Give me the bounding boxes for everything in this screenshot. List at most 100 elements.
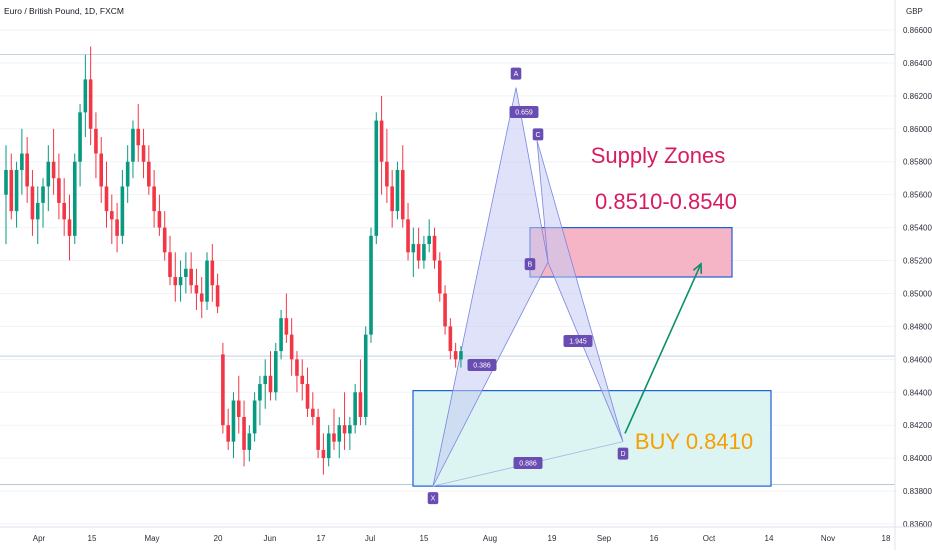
price-tick-label: 0.83800 — [903, 487, 932, 496]
time-tick-label: 20 — [214, 534, 223, 543]
candle-body — [4, 169, 8, 195]
candle-body — [326, 433, 331, 459]
candle-body — [400, 169, 405, 220]
candle-body — [173, 277, 178, 286]
time-tick-label: 15 — [88, 534, 97, 543]
candle-body — [94, 128, 98, 154]
point-d-label: D — [620, 451, 625, 458]
pattern-labels: X A B C D 0.659 0.386 0.886 1.945 — [427, 67, 629, 505]
candle-body — [14, 169, 19, 212]
candle-body — [247, 433, 252, 450]
currency-label: GBP — [906, 7, 923, 16]
candle-body — [41, 186, 45, 203]
candle-body — [316, 416, 320, 450]
candle-body — [411, 244, 416, 253]
price-tick-label: 0.83600 — [903, 520, 932, 529]
candle-body — [46, 161, 51, 187]
candle-body — [25, 153, 29, 187]
candle-body — [178, 277, 183, 286]
candle-body — [215, 285, 220, 307]
candle-body — [115, 219, 119, 236]
candle-body — [67, 219, 72, 236]
candle-body — [358, 392, 363, 417]
ratio-cd-label-bg — [563, 335, 593, 347]
candle-body — [226, 425, 230, 442]
price-tick-label: 0.84000 — [903, 454, 932, 463]
candle-body — [20, 153, 24, 170]
candle-body — [152, 186, 156, 212]
supply-title: Supply Zones — [591, 143, 726, 168]
time-tick-label: Sep — [597, 534, 612, 543]
candle-body — [210, 260, 215, 286]
price-tick-label: 0.86600 — [903, 26, 932, 35]
buy-label: BUY 0.8410 — [635, 429, 753, 454]
candle-body — [120, 186, 125, 236]
candle-body — [311, 408, 315, 417]
candle-body — [337, 425, 342, 442]
price-tick-label: 0.86000 — [903, 125, 932, 134]
candle-body — [437, 260, 442, 294]
time-tick-label: May — [144, 534, 159, 543]
price-tick-label: 0.86200 — [903, 92, 932, 101]
time-tick-label: Jun — [264, 534, 277, 543]
price-axis[interactable]: 0.86600 0.86400 0.86200 0.86000 0.85800 0.856… — [894, 0, 932, 550]
point-b-label: B — [528, 262, 533, 269]
candle-body — [30, 186, 35, 220]
candle-body — [395, 169, 400, 212]
ratio-bc-label-bg — [467, 359, 497, 371]
candle-body — [162, 227, 167, 253]
point-x-label-bg — [427, 492, 439, 505]
time-tick-label: Oct — [703, 534, 716, 543]
candle-body — [406, 219, 410, 253]
candle-body — [136, 128, 141, 146]
candle-body — [9, 169, 14, 212]
time-tick-label: Aug — [483, 534, 497, 543]
time-tick-label: 17 — [317, 534, 326, 543]
candle-body — [295, 359, 299, 376]
candle-body — [284, 318, 289, 335]
time-axis[interactable]: Apr 15 May 20 Jun 17 Jul 15 Aug 19 Sep 16 Oct 14 Nov 18 — [0, 526, 932, 543]
point-x-label: X — [431, 496, 436, 503]
price-tick-label: 0.84200 — [903, 421, 932, 430]
point-a-label: A — [514, 71, 519, 78]
price-tick-label: 0.85000 — [903, 289, 932, 298]
candle-body — [443, 293, 447, 327]
time-tick-label: 18 — [882, 534, 891, 543]
candle-body — [374, 120, 379, 236]
time-tick-label: 14 — [765, 534, 774, 543]
candle-body — [273, 351, 278, 393]
arrow-line — [624, 263, 702, 434]
ratio-bc-label: 0.386 — [473, 363, 491, 370]
candle-body — [242, 416, 246, 450]
candle-body — [252, 400, 257, 434]
candle-body — [62, 202, 66, 220]
candle-body — [279, 318, 283, 352]
projection-arrow — [624, 262, 703, 434]
candle-body — [72, 161, 77, 236]
candle-body — [88, 79, 93, 129]
candle-body — [147, 161, 151, 187]
price-tick-label: 0.85200 — [903, 257, 932, 266]
price-tick-label: 0.84600 — [903, 355, 932, 364]
candle-body — [110, 211, 114, 220]
candle-body — [432, 235, 437, 261]
ratio-ab-label: 0.659 — [515, 110, 533, 117]
price-tick-label: 0.85800 — [903, 158, 932, 167]
time-tick-label: Apr — [33, 534, 46, 543]
candle-body — [231, 400, 236, 442]
candle-body — [205, 260, 209, 302]
candle-body — [78, 112, 82, 162]
price-tick-label: 0.84800 — [903, 322, 932, 331]
supply-range: 0.8510-0.8540 — [595, 189, 737, 214]
candles-layer — [4, 46, 463, 475]
candle-body — [168, 252, 172, 277]
candle-body — [427, 235, 431, 245]
candle-body — [125, 161, 130, 187]
point-d-label-bg — [617, 447, 629, 460]
time-tick-label: 15 — [420, 534, 429, 543]
candle-body — [141, 145, 146, 162]
candle-body — [199, 293, 204, 302]
price-tick-label: 0.85400 — [903, 224, 932, 233]
